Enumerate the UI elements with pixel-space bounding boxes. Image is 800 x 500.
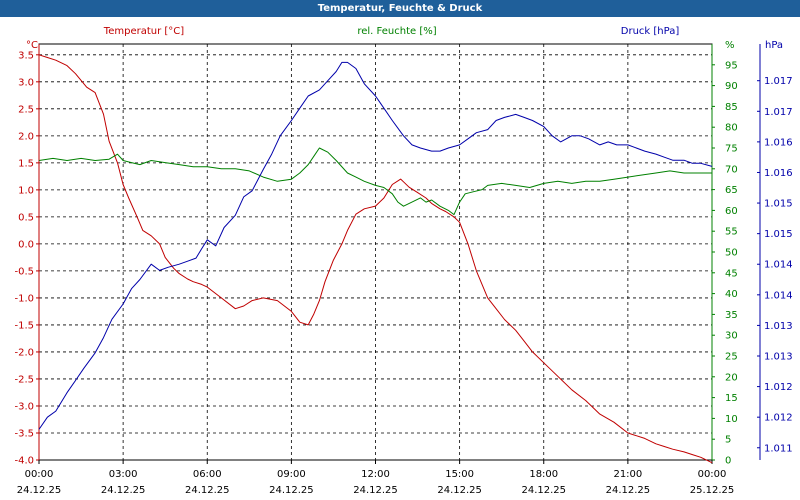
humidity-tick-label: 15 <box>725 393 738 404</box>
pressure-tick-label: 1.013 <box>764 352 793 363</box>
series <box>38 54 713 464</box>
pressure-ticks: 1.017 1.017 1.016 1.016 1.015 1.015 1.014 1.014… <box>757 76 793 454</box>
temperature-line <box>38 54 713 464</box>
temperature-tick-label: 0.0 <box>18 239 34 250</box>
temperature-tick-label: 1.5 <box>18 158 34 169</box>
temperature-tick-label: -2.0 <box>14 347 34 358</box>
temperature-axis-unit: °C <box>26 40 38 51</box>
temperature-tick-label: 3.0 <box>18 77 34 88</box>
x-tick-time: 00:00 <box>25 469 54 480</box>
pressure-tick-label: 1.012 <box>764 382 793 393</box>
temperature-legend-label: Temperatur [°C] <box>103 26 184 37</box>
temperature-tick-label: -1.0 <box>14 293 34 304</box>
humidity-tick-label: 25 <box>725 352 738 363</box>
x-tick-date: 24.12.25 <box>17 485 62 496</box>
pressure-tick-label: 1.016 <box>764 137 793 148</box>
humidity-line <box>38 147 712 216</box>
pressure-axis-unit: hPa <box>765 40 783 51</box>
x-tick-time: 06:00 <box>193 469 222 480</box>
window-title: Temperatur, Feuchte & Druck <box>0 0 800 17</box>
temperature-tick-label: 1.0 <box>18 185 34 196</box>
pressure-tick-label: 1.011 <box>764 443 793 454</box>
humidity-tick-label: 35 <box>725 310 738 321</box>
x-tick-date: 24.12.25 <box>437 485 482 496</box>
x-tick-time: 21:00 <box>613 469 642 480</box>
humidity-tick-label: 85 <box>725 102 738 113</box>
humidity-tick-label: 75 <box>725 144 738 155</box>
humidity-legend-label: rel. Feuchte [%] <box>357 26 436 37</box>
x-tick-date: 24.12.25 <box>185 485 230 496</box>
humidity-tick-label: 10 <box>725 414 738 425</box>
humidity-tick-label: 60 <box>725 206 738 217</box>
humidity-tick-label: 30 <box>725 331 738 342</box>
humidity-tick-label: 20 <box>725 372 738 383</box>
x-tick-time: 03:00 <box>109 469 138 480</box>
temperature-tick-label: -4.0 <box>14 456 34 467</box>
temperature-tick-label: -2.5 <box>14 374 34 385</box>
humidity-tick-label: 0 <box>725 456 731 467</box>
temperature-tick-label: 2.5 <box>18 104 34 115</box>
humidity-axis-unit: % <box>725 40 735 51</box>
x-tick-date: 24.12.25 <box>521 485 566 496</box>
x-axis-ticks: 00:00 24.12.25 03:00 24.12.25 06:00 24.12.25 0… <box>17 460 735 496</box>
humidity-tick-label: 70 <box>725 164 738 175</box>
x-tick-time: 09:00 <box>277 469 306 480</box>
temperature-tick-label: -3.0 <box>14 401 34 412</box>
x-tick-date: 24.12.25 <box>353 485 398 496</box>
x-tick-date: 24.12.25 <box>606 485 651 496</box>
pressure-tick-label: 1.015 <box>764 199 793 210</box>
grid <box>38 44 713 461</box>
pressure-tick-label: 1.013 <box>764 321 793 332</box>
humidity-tick-label: 55 <box>725 227 738 238</box>
temperature-tick-label: -3.5 <box>14 428 34 439</box>
temperature-tick-label: -0.5 <box>14 266 34 277</box>
humidity-tick-label: 95 <box>725 60 738 71</box>
humidity-tick-label: 90 <box>725 81 738 92</box>
humidity-tick-label: 80 <box>725 123 738 134</box>
x-tick-date: 24.12.25 <box>101 485 146 496</box>
pressure-tick-label: 1.012 <box>764 413 793 424</box>
x-tick-time: 00:00 <box>698 469 727 480</box>
pressure-line <box>38 61 713 430</box>
x-tick-time: 15:00 <box>445 469 474 480</box>
pressure-tick-label: 1.017 <box>764 107 793 118</box>
pressure-tick-label: 1.014 <box>764 260 793 271</box>
temperature-tick-label: 3.5 <box>18 50 34 61</box>
humidity-tick-label: 45 <box>725 268 738 279</box>
temperature-tick-label: -1.5 <box>14 320 34 331</box>
pressure-tick-label: 1.017 <box>764 76 793 87</box>
x-tick-date: 25.12.25 <box>690 485 735 496</box>
pressure-tick-label: 1.015 <box>764 229 793 240</box>
humidity-tick-label: 65 <box>725 185 738 196</box>
pressure-legend-label: Druck [hPa] <box>621 26 680 37</box>
temperature-tick-label: 0.5 <box>18 212 34 223</box>
x-tick-time: 18:00 <box>529 469 558 480</box>
temperature-tick-label: 2.0 <box>18 131 34 142</box>
pressure-tick-label: 1.014 <box>764 290 793 301</box>
humidity-tick-label: 40 <box>725 289 738 300</box>
humidity-tick-label: 50 <box>725 248 738 259</box>
humidity-tick-label: 5 <box>725 435 731 446</box>
x-tick-date: 24.12.25 <box>269 485 314 496</box>
x-tick-time: 12:00 <box>361 469 390 480</box>
temperature-ticks: 3.5 3.0 2.5 2.0 1.5 1.0 0.5 0.0 -0.5 -1.0 -1.5 -2.0… <box>14 50 39 467</box>
pressure-tick-label: 1.016 <box>764 168 793 179</box>
